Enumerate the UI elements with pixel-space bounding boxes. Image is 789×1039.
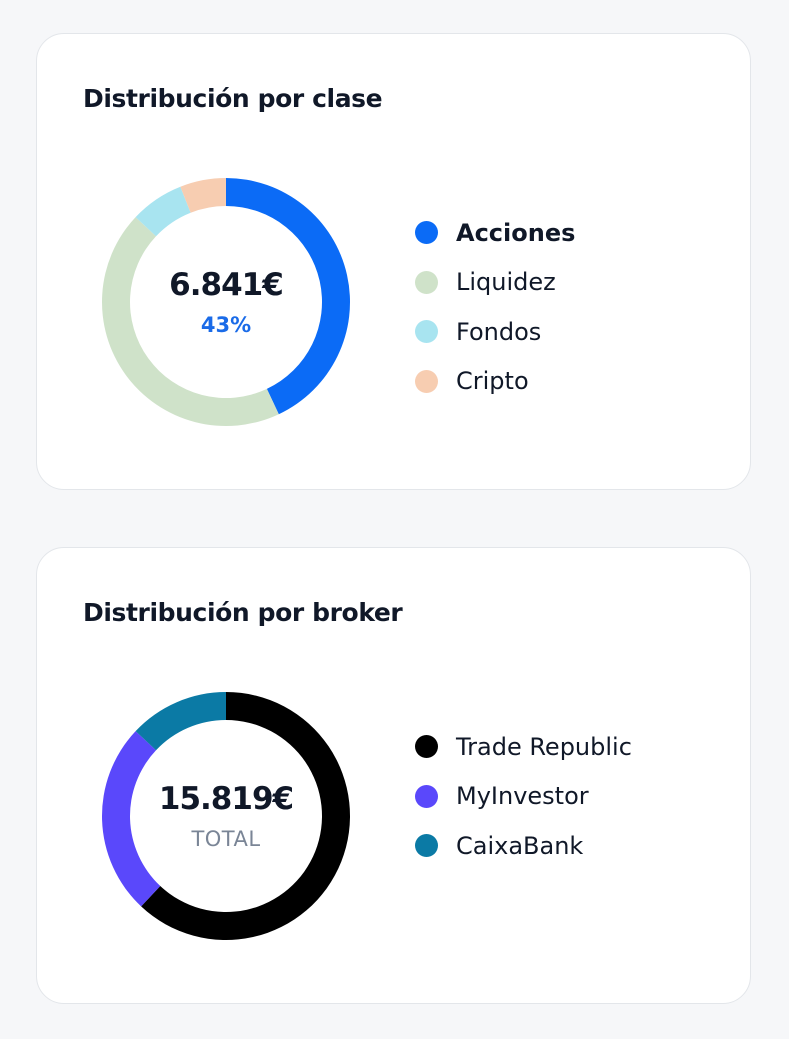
legend-label: Liquidez xyxy=(456,268,556,297)
legend: Acciones Liquidez Fondos Cripto xyxy=(415,208,575,406)
legend-dot xyxy=(415,320,438,344)
card-title: Distribución por clase xyxy=(83,84,383,113)
donut-slice-myinvestor[interactable] xyxy=(102,731,161,907)
donut-slice-cripto[interactable] xyxy=(180,178,226,213)
legend-label: MyInvestor xyxy=(456,782,589,811)
legend-dot xyxy=(415,369,438,393)
legend-item[interactable]: Acciones xyxy=(415,208,575,258)
legend-item[interactable]: CaixaBank xyxy=(415,821,632,871)
legend-label: CaixaBank xyxy=(456,831,584,860)
legend-label: Acciones xyxy=(456,218,576,247)
card-title: Distribución por broker xyxy=(83,598,403,627)
legend-dot xyxy=(415,784,438,808)
class-donut-chart xyxy=(102,178,350,426)
donut-slice-caixabank[interactable] xyxy=(135,692,226,751)
legend-item[interactable]: MyInvestor xyxy=(415,772,632,822)
legend-label: Trade Republic xyxy=(456,732,632,761)
legend-item[interactable]: Liquidez xyxy=(415,258,575,308)
donut-slice-liquidez[interactable] xyxy=(102,217,279,426)
legend-dot xyxy=(415,270,438,294)
legend-item[interactable]: Cripto xyxy=(415,357,575,407)
broker-distribution-card: Distribución por broker 15.819€ TOTAL Tr… xyxy=(36,547,751,1004)
donut-slice-acciones[interactable] xyxy=(226,178,350,415)
class-distribution-card: Distribución por clase 6.841€ 43% Accion… xyxy=(36,33,751,490)
legend-item[interactable]: Fondos xyxy=(415,307,575,357)
legend-label: Fondos xyxy=(456,317,542,346)
legend: Trade Republic MyInvestor CaixaBank xyxy=(415,722,632,871)
legend-label: Cripto xyxy=(456,367,529,396)
donut-slice-fondos[interactable] xyxy=(135,186,191,237)
donut-slice-trade-republic[interactable] xyxy=(141,692,351,940)
legend-dot xyxy=(415,221,438,245)
legend-item[interactable]: Trade Republic xyxy=(415,722,632,772)
broker-donut-chart xyxy=(102,692,351,940)
legend-dot xyxy=(415,834,438,858)
legend-dot xyxy=(415,735,438,759)
